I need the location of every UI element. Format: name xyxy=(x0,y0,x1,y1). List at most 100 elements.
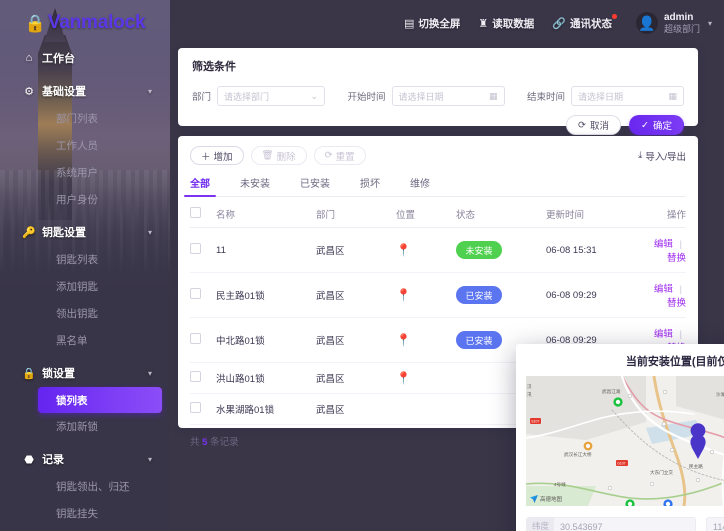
end-date-input[interactable]: 请选择日期 ▦ xyxy=(570,86,684,106)
department-select[interactable]: 请选择部门 ⌄ xyxy=(217,86,326,106)
delete-label: 删除 xyxy=(276,151,296,163)
row-checkbox[interactable] xyxy=(190,288,201,299)
add-button[interactable]: ＋ 增加 xyxy=(190,146,244,165)
longitude-field[interactable]: 经度 114.327431 xyxy=(706,517,724,531)
calendar-icon: ▦ xyxy=(668,90,677,101)
chevron-down-icon[interactable]: ▾ xyxy=(147,368,152,378)
map-poi-markers xyxy=(583,397,673,506)
sidebar-item-key-lost[interactable]: 钥匙挂失 xyxy=(56,508,98,520)
sidebar-item-staff[interactable]: 工作人员 xyxy=(56,140,98,152)
sidebar-item-department-list[interactable]: 部门列表 xyxy=(56,113,98,125)
user-menu[interactable]: 👤 admin 超级部门 ▾ xyxy=(635,12,712,34)
action-separator: | xyxy=(679,329,682,340)
sidebar-item-add-key[interactable]: 添加钥匙 xyxy=(56,281,98,293)
sidebar-item-lock-switch[interactable]: 锁开关 xyxy=(0,527,170,531)
header-fullscreen-button[interactable]: ▤ 切换全屏 xyxy=(404,16,460,31)
tab-damaged[interactable]: 损坏 xyxy=(360,179,380,190)
start-date-placeholder: 请选择日期 xyxy=(398,91,444,102)
sidebar-item-user-identity[interactable]: 用户身份 xyxy=(56,194,98,206)
svg-text:武汉长江大桥: 武汉长江大桥 xyxy=(564,451,592,458)
location-pin-icon[interactable]: 📍 xyxy=(396,370,411,385)
sidebar-item-workbench[interactable]: ⌂ 工作台 xyxy=(0,44,170,72)
location-pin-icon[interactable]: 📍 xyxy=(396,242,411,257)
edit-link[interactable]: 编辑 xyxy=(653,239,673,250)
sidebar-group-records: ⬣ 记录 ▾ 钥匙领出、归还 钥匙挂失 锁开关 锁替换 xyxy=(0,445,170,531)
tab-maintenance[interactable]: 维修 xyxy=(410,179,430,190)
replace-link[interactable]: 替换 xyxy=(666,253,686,264)
reset-button[interactable]: ⟳ 重置 xyxy=(313,146,366,165)
confirm-button[interactable]: ✓ 确定 xyxy=(629,115,684,135)
refresh-icon: ⟳ xyxy=(578,119,586,131)
chevron-down-icon[interactable]: ▾ xyxy=(147,227,152,237)
sidebar: 🔒 Vanmalock ⌂ 工作台 ⚙ 基础设置 ▾ 部门列表 工作人员 系统用… xyxy=(0,0,170,531)
latitude-label: 纬度 xyxy=(527,518,555,531)
row-checkbox[interactable] xyxy=(190,402,201,413)
user-department: 超级部门 xyxy=(663,23,700,34)
sidebar-item-lock-settings[interactable]: 🔒 锁设置 ▾ xyxy=(0,359,170,387)
chevron-down-icon[interactable]: ▾ xyxy=(147,86,152,96)
row-checkbox[interactable] xyxy=(190,243,201,254)
start-date-input[interactable]: 请选择日期 ▦ xyxy=(391,86,505,106)
footer-suffix: 条记录 xyxy=(210,437,239,448)
edit-link[interactable]: 编辑 xyxy=(653,329,673,340)
cancel-button[interactable]: ⟳ 取消 xyxy=(566,115,622,135)
sidebar-item-basic-settings[interactable]: ⚙ 基础设置 ▾ xyxy=(0,77,170,105)
svg-text:武昌江滩: 武昌江滩 xyxy=(602,388,621,395)
lock-closed-icon: 🔒 xyxy=(22,367,36,380)
sidebar-item-issue-key[interactable]: 领出钥匙 xyxy=(56,308,98,320)
status-tabs: 全部 未安装 已安装 损坏 维修 xyxy=(184,175,686,197)
svg-text:4号线: 4号线 xyxy=(554,481,566,488)
download-icon: ⤓ xyxy=(638,150,643,161)
table-row[interactable]: 民主路01锁 武昌区 📍 已安装 06-08 09:29 编辑 | 替换 xyxy=(190,272,686,318)
install-location-dialog: 当前安装位置(目前仅标记作用) xyxy=(516,344,724,531)
replace-link[interactable]: 替换 xyxy=(666,298,686,309)
latitude-value: 30.543697 xyxy=(560,521,603,531)
sidebar-item-key-list[interactable]: 钥匙列表 xyxy=(56,254,98,266)
tab-all[interactable]: 全部 xyxy=(184,175,216,197)
chevron-down-icon[interactable]: ▾ xyxy=(707,18,712,28)
delete-button[interactable]: 🗑 删除 xyxy=(250,146,307,165)
import-export-label: 导入/导出 xyxy=(645,151,686,163)
sidebar-item-add-lock[interactable]: 添加新锁 xyxy=(56,421,98,433)
coordinate-fields: 纬度 30.543697 经度 114.327431 xyxy=(526,517,724,531)
longitude-value: 114.327431 xyxy=(713,521,724,531)
import-export-button[interactable]: ⤓ 导入/导出 xyxy=(638,149,686,163)
cell-name: 11 xyxy=(216,227,316,273)
row-checkbox[interactable] xyxy=(190,333,201,344)
trash-icon: 🗑 xyxy=(261,150,274,161)
sidebar-item-blacklist[interactable]: 黑名单 xyxy=(56,335,88,347)
sidebar-item-records[interactable]: ⬣ 记录 ▾ xyxy=(0,445,170,473)
action-separator: | xyxy=(679,239,682,250)
edit-link[interactable]: 编辑 xyxy=(653,284,673,295)
key-icon: 🔑 xyxy=(22,226,36,239)
cell-department: 武昌区 xyxy=(316,317,396,363)
sidebar-item-key-issue-return[interactable]: 钥匙领出、归还 xyxy=(56,481,130,493)
sidebar-item-key-settings[interactable]: 🔑 钥匙设置 ▾ xyxy=(0,218,170,246)
highway-shields: S107 G107 xyxy=(530,418,628,466)
confirm-label: 确定 xyxy=(652,121,672,132)
table-row[interactable]: 11 武昌区 📍 未安装 06-08 15:31 编辑 | 替换 xyxy=(190,227,686,273)
location-pin-icon[interactable]: 📍 xyxy=(396,287,411,302)
latitude-field[interactable]: 纬度 30.543697 xyxy=(526,517,696,531)
header-comm-status-button[interactable]: 🔗 通讯状态 xyxy=(552,13,617,31)
top-header: ▤ 切换全屏 ♜ 读取数据 🔗 通讯状态 👤 admin 超级部门 ▾ xyxy=(170,0,724,46)
sidebar-group-workbench: ⌂ 工作台 xyxy=(0,44,170,72)
sidebar-group-lock-settings: 🔒 锁设置 ▾ 锁列表 添加新锁 xyxy=(0,359,170,440)
chevron-down-icon[interactable]: ▾ xyxy=(147,454,152,464)
cell-update-time: 06-08 09:29 xyxy=(546,272,646,318)
location-pin-icon[interactable]: 📍 xyxy=(396,332,411,347)
cancel-label: 取消 xyxy=(590,121,610,132)
svg-text:大东门立交: 大东门立交 xyxy=(650,469,673,476)
tab-not-installed[interactable]: 未安装 xyxy=(240,179,270,190)
brand-name: Vanmalock xyxy=(47,12,146,33)
sidebar-item-lock-list[interactable]: 锁列表 xyxy=(38,387,162,413)
sidebar-item-system-users[interactable]: 系统用户 xyxy=(56,167,98,179)
tab-installed[interactable]: 已安装 xyxy=(300,179,330,190)
column-header-actions: 操作 xyxy=(646,201,686,228)
select-all-checkbox[interactable] xyxy=(190,207,201,218)
shield-label-g107: G107 xyxy=(617,462,625,466)
row-checkbox[interactable] xyxy=(190,371,201,382)
header-read-data-button[interactable]: ♜ 读取数据 xyxy=(478,16,534,31)
brand-logo[interactable]: 🔒 Vanmalock xyxy=(0,8,170,38)
map-view[interactable]: S107 G107 汉 汛 武昌江滩 沙湖公园 东湖生态旅游风 景区-不海景区 … xyxy=(526,376,724,506)
